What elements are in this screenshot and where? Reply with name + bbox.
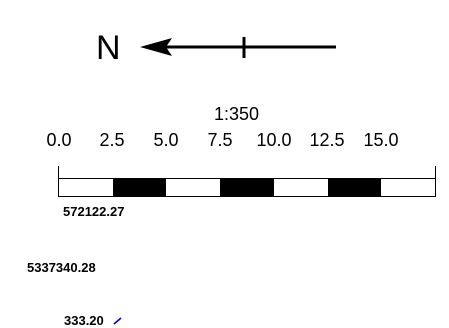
coordinate-y: 5337340.28: [27, 260, 96, 275]
scale-tick-label: 7.5: [207, 130, 233, 150]
north-arrow-head: [140, 38, 172, 56]
scale-segment-white: [166, 179, 221, 196]
north-arrow-icon: [140, 37, 336, 58]
scale-tick-label: 10.0: [256, 130, 292, 150]
scale-segment-white: [59, 179, 113, 196]
scale-bar: [58, 178, 436, 197]
scale-tick-label: 2.5: [99, 130, 125, 150]
scale-ratio: 1:350: [214, 104, 260, 124]
scale-tick-label: 0.0: [46, 130, 72, 150]
scale-tick-label: 5.0: [153, 130, 179, 150]
scale-segment-black: [327, 179, 382, 196]
north-label: N: [96, 29, 121, 67]
coordinate-x: 572122.27: [63, 204, 125, 219]
cursor-mark-icon: [113, 317, 122, 325]
coordinate-z: 333.20: [64, 313, 104, 328]
scale-segment-black: [220, 179, 274, 196]
scale-tick-label: 12.5: [309, 130, 345, 150]
scale-segment-white: [381, 179, 435, 196]
scale-segment-black: [112, 179, 167, 196]
scale-tick-mark: [435, 166, 436, 178]
scale-segment-white: [273, 179, 328, 196]
scale-tick-mark: [58, 166, 59, 178]
scale-tick-label: 15.0: [363, 130, 399, 150]
